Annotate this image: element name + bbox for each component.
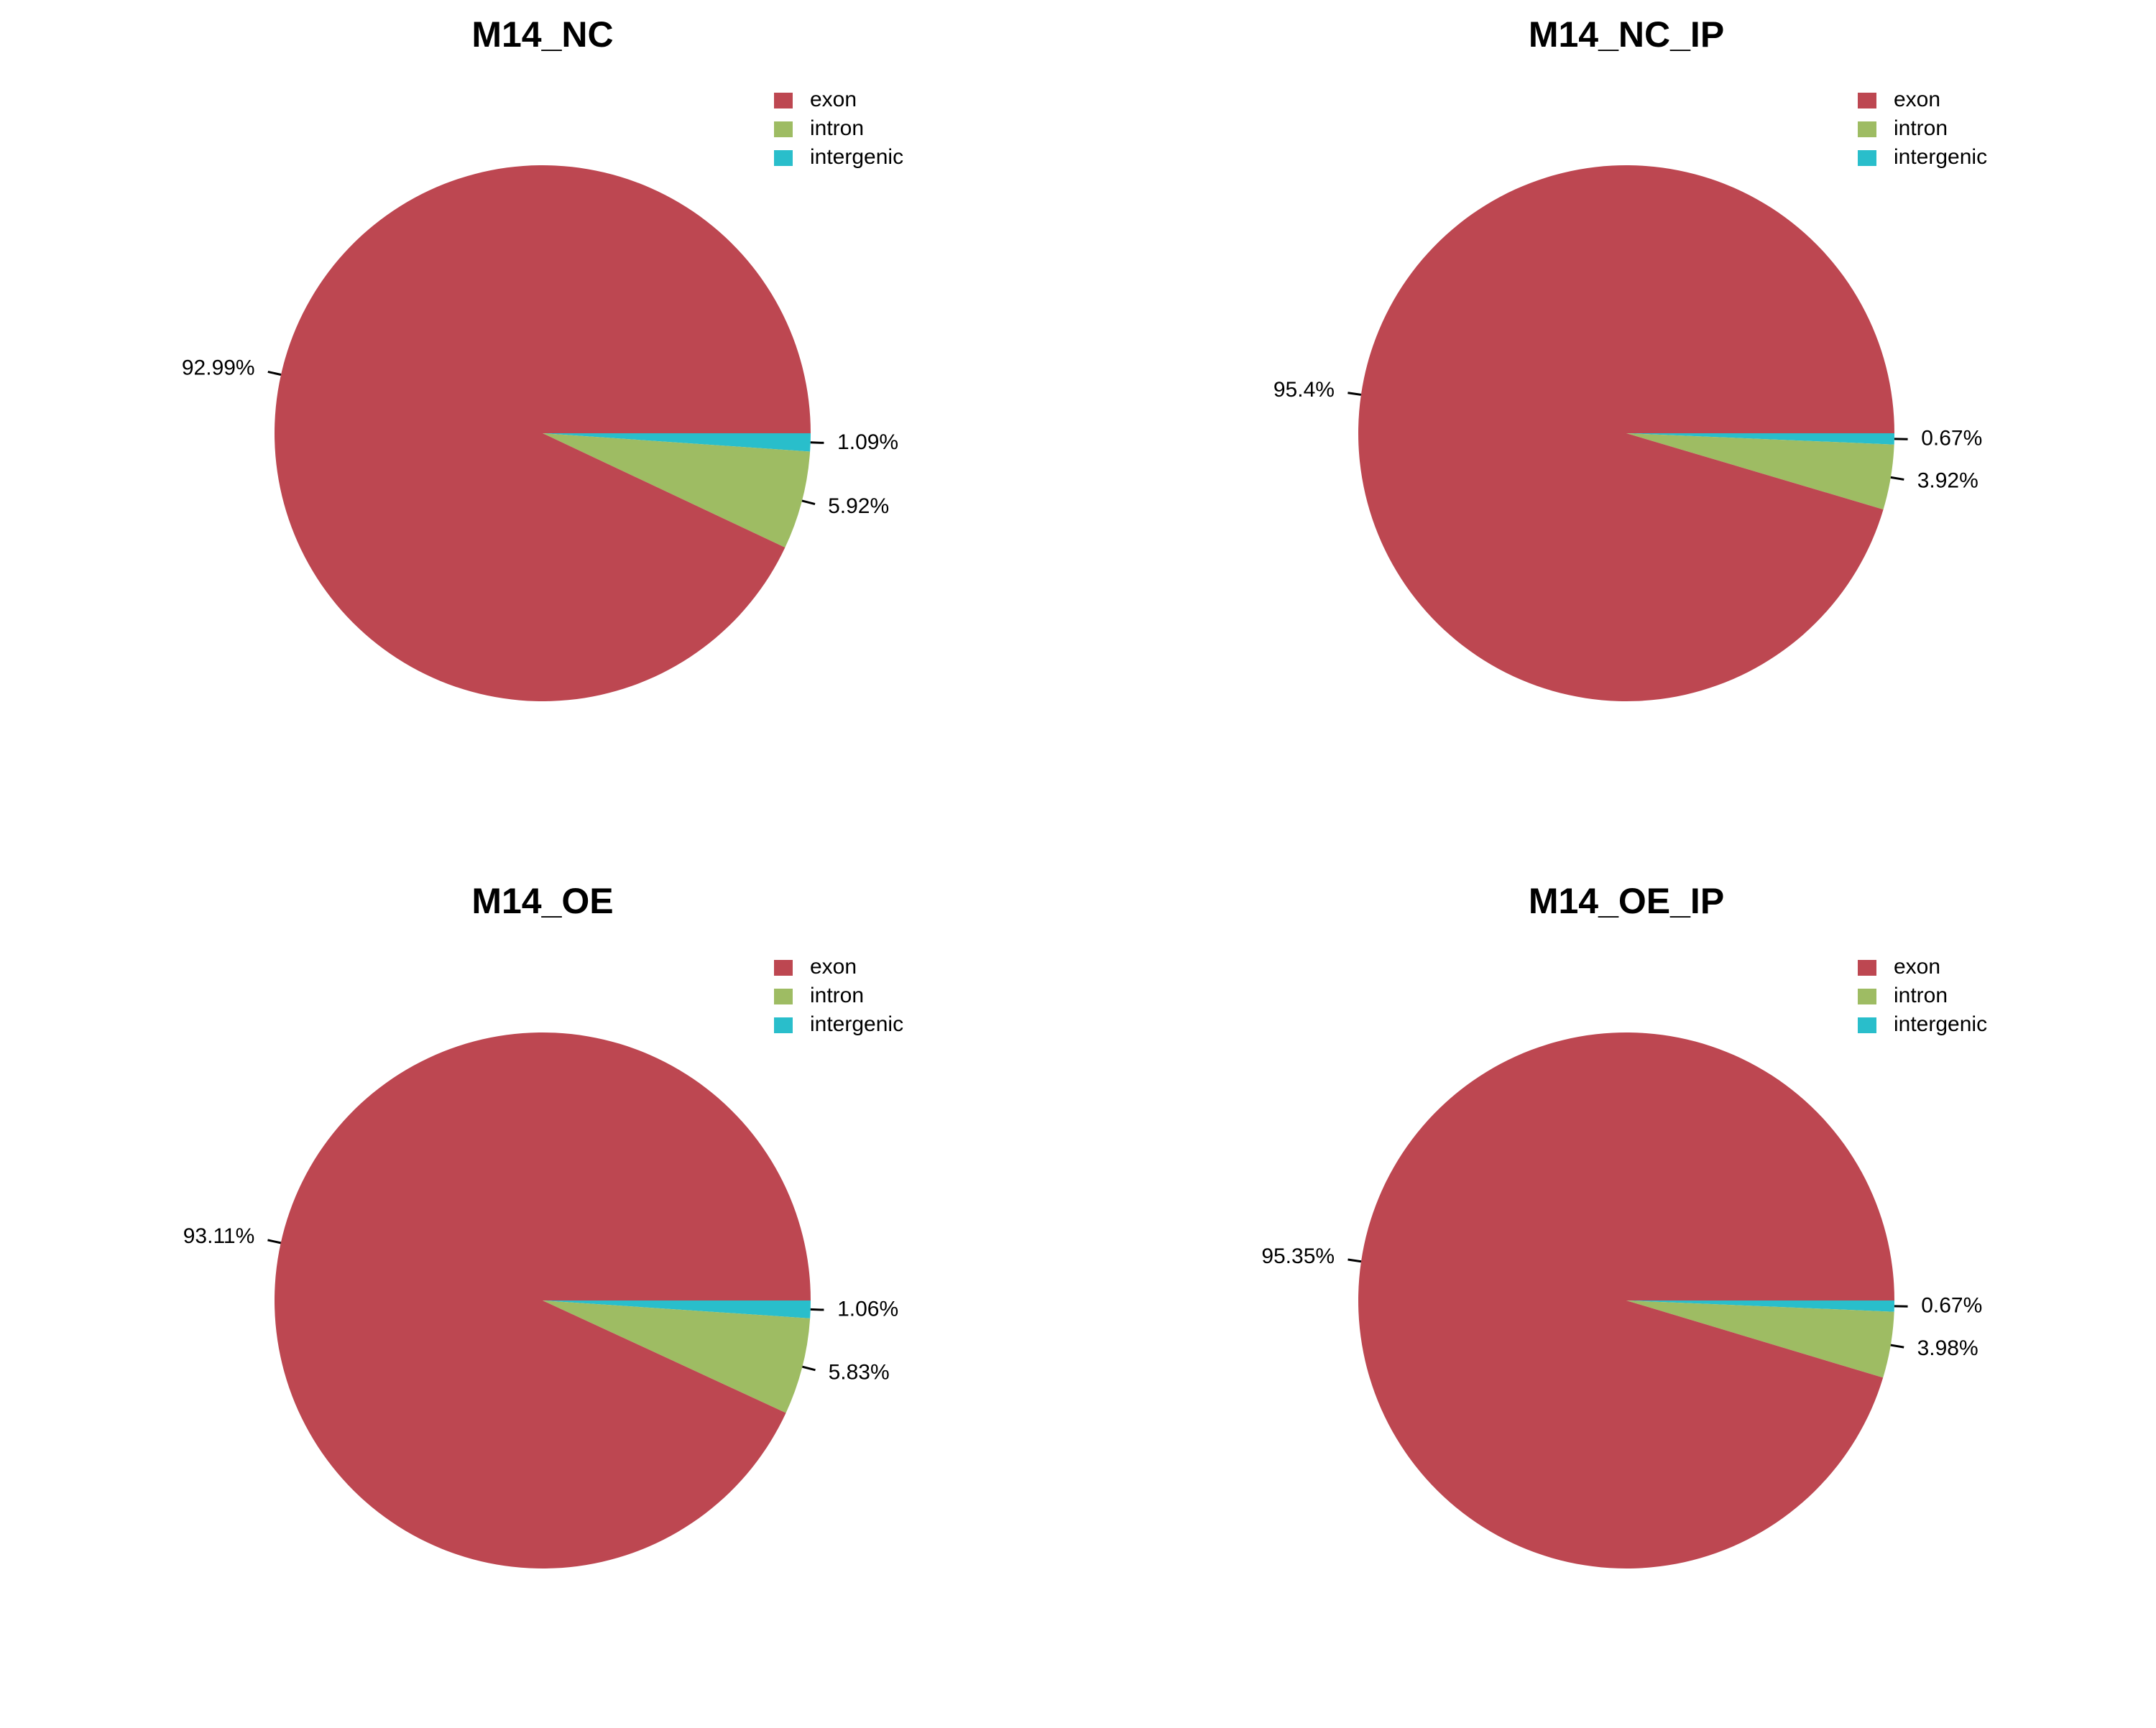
legend-label: intron xyxy=(810,984,864,1007)
slice-percent-label: 1.06% xyxy=(837,1298,898,1321)
legend-label: intron xyxy=(1894,984,1948,1007)
slice-percent-label: 5.92% xyxy=(828,494,889,518)
pie-slice-exon xyxy=(275,165,811,701)
legend-label: intergenic xyxy=(1894,145,1987,169)
legend: exon intron intergenic xyxy=(1858,88,1987,169)
chart-title: M14_NC xyxy=(471,14,613,55)
slice-label-leader xyxy=(1891,477,1904,479)
chart-title: M14_NC_IP xyxy=(1529,14,1724,55)
pie-slice-exon xyxy=(1358,1032,1894,1568)
slice-label-leader xyxy=(267,1240,280,1243)
slice-label-leader xyxy=(268,371,281,374)
pie-chart-panel: M14_OE_IP 0.67% 3.98% 95.35% exon intron inter… xyxy=(1261,881,1987,1568)
legend-swatch-intron xyxy=(774,989,793,1004)
pie-chart-panel: M14_NC_IP 0.67% 3.92% 95.4% exon intron interg… xyxy=(1273,14,1987,701)
legend-swatch-intergenic xyxy=(774,1017,793,1033)
legend-label: exon xyxy=(810,88,857,111)
slice-label-leader xyxy=(1348,393,1360,395)
pie-chart-panel: M14_NC 1.09% 5.92% 92.99% exon intron intergen… xyxy=(182,14,903,701)
slice-percent-label: 93.11% xyxy=(183,1224,255,1248)
slice-percent-label: 0.67% xyxy=(1921,1294,1982,1318)
legend-label: intron xyxy=(810,116,864,140)
slice-label-leader xyxy=(1891,1345,1904,1347)
legend: exon intron intergenic xyxy=(774,88,903,169)
slice-percent-label: 5.83% xyxy=(829,1360,890,1384)
slice-percent-label: 1.09% xyxy=(837,430,898,454)
slice-percent-label: 3.92% xyxy=(1917,468,1978,492)
legend-swatch-exon xyxy=(1858,960,1876,976)
legend-swatch-intron xyxy=(1858,989,1876,1004)
slice-percent-label: 92.99% xyxy=(182,356,255,379)
legend-swatch-intron xyxy=(1858,121,1876,137)
legend: exon intron intergenic xyxy=(1858,955,1987,1036)
legend-swatch-exon xyxy=(1858,93,1876,108)
legend-label: intergenic xyxy=(1894,1012,1987,1036)
slice-percent-label: 3.98% xyxy=(1917,1336,1978,1360)
slice-percent-label: 0.67% xyxy=(1921,427,1982,451)
legend-swatch-intergenic xyxy=(1858,1017,1876,1033)
legend-label: intergenic xyxy=(810,1012,903,1036)
legend-swatch-intron xyxy=(774,121,793,137)
slice-label-leader xyxy=(1348,1260,1361,1262)
legend-swatch-exon xyxy=(774,960,793,976)
legend-label: exon xyxy=(1894,955,1940,979)
legend-label: intron xyxy=(1894,116,1948,140)
slice-percent-label: 95.35% xyxy=(1261,1244,1335,1268)
legend-swatch-intergenic xyxy=(1858,150,1876,166)
legend-label: exon xyxy=(810,955,857,979)
chart-title: M14_OE_IP xyxy=(1529,881,1724,921)
legend-swatch-intergenic xyxy=(774,150,793,166)
legend: exon intron intergenic xyxy=(774,955,903,1036)
pie-chart-panel: M14_OE 1.06% 5.83% 93.11% exon intron intergen… xyxy=(183,881,903,1568)
slice-label-leader xyxy=(802,1367,815,1370)
pie-slice-exon xyxy=(275,1032,811,1568)
slice-label-leader xyxy=(802,501,815,504)
legend-swatch-exon xyxy=(774,93,793,108)
legend-label: exon xyxy=(1894,88,1940,111)
legend-label: intergenic xyxy=(810,145,903,169)
slice-percent-label: 95.4% xyxy=(1273,378,1335,402)
slice-label-leader xyxy=(811,1309,824,1310)
chart-title: M14_OE xyxy=(471,881,613,921)
